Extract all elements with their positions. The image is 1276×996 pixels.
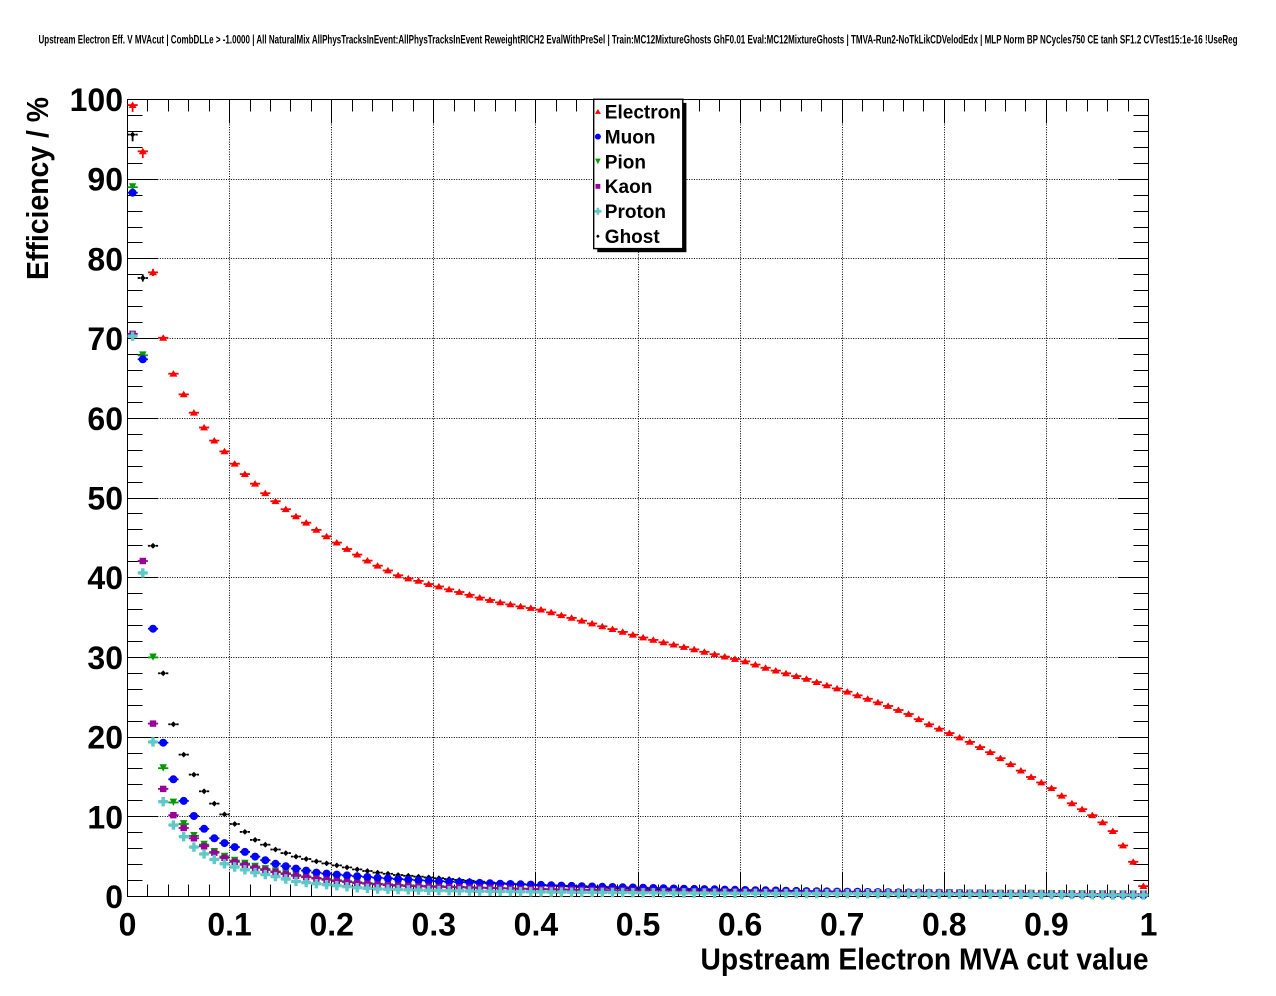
svg-text:Proton: Proton	[605, 202, 666, 223]
svg-text:Efficiency / %: Efficiency / %	[20, 97, 55, 280]
svg-text:0.3: 0.3	[412, 907, 456, 943]
svg-text:0.9: 0.9	[1024, 907, 1068, 943]
svg-text:80: 80	[87, 241, 123, 277]
svg-text:0: 0	[105, 879, 123, 915]
svg-text:Upstream Electron Eff. V MVAcu: Upstream Electron Eff. V MVAcut | CombDL…	[39, 35, 1238, 47]
svg-text:40: 40	[87, 560, 123, 596]
svg-text:0.6: 0.6	[718, 907, 762, 943]
svg-text:0.8: 0.8	[922, 907, 966, 943]
svg-text:0.2: 0.2	[309, 907, 353, 943]
svg-text:Upstream Electron MVA cut valu: Upstream Electron MVA cut value	[701, 942, 1149, 977]
svg-text:1: 1	[1140, 907, 1158, 943]
svg-text:90: 90	[87, 162, 123, 198]
svg-text:100: 100	[70, 82, 123, 118]
svg-text:Muon: Muon	[605, 127, 656, 148]
svg-text:10: 10	[87, 799, 123, 835]
svg-text:Pion: Pion	[605, 152, 646, 173]
svg-text:0.4: 0.4	[514, 907, 559, 943]
svg-text:0.5: 0.5	[616, 907, 660, 943]
svg-text:70: 70	[87, 321, 123, 357]
svg-text:0.1: 0.1	[207, 907, 251, 943]
svg-text:0.7: 0.7	[820, 907, 864, 943]
svg-text:50: 50	[87, 481, 123, 517]
svg-text:Electron: Electron	[605, 103, 681, 124]
svg-text:0: 0	[119, 907, 137, 943]
svg-text:20: 20	[87, 720, 123, 756]
svg-text:Ghost: Ghost	[605, 227, 661, 248]
svg-text:Kaon: Kaon	[605, 177, 653, 198]
svg-text:30: 30	[87, 640, 123, 676]
svg-text:60: 60	[87, 401, 123, 437]
